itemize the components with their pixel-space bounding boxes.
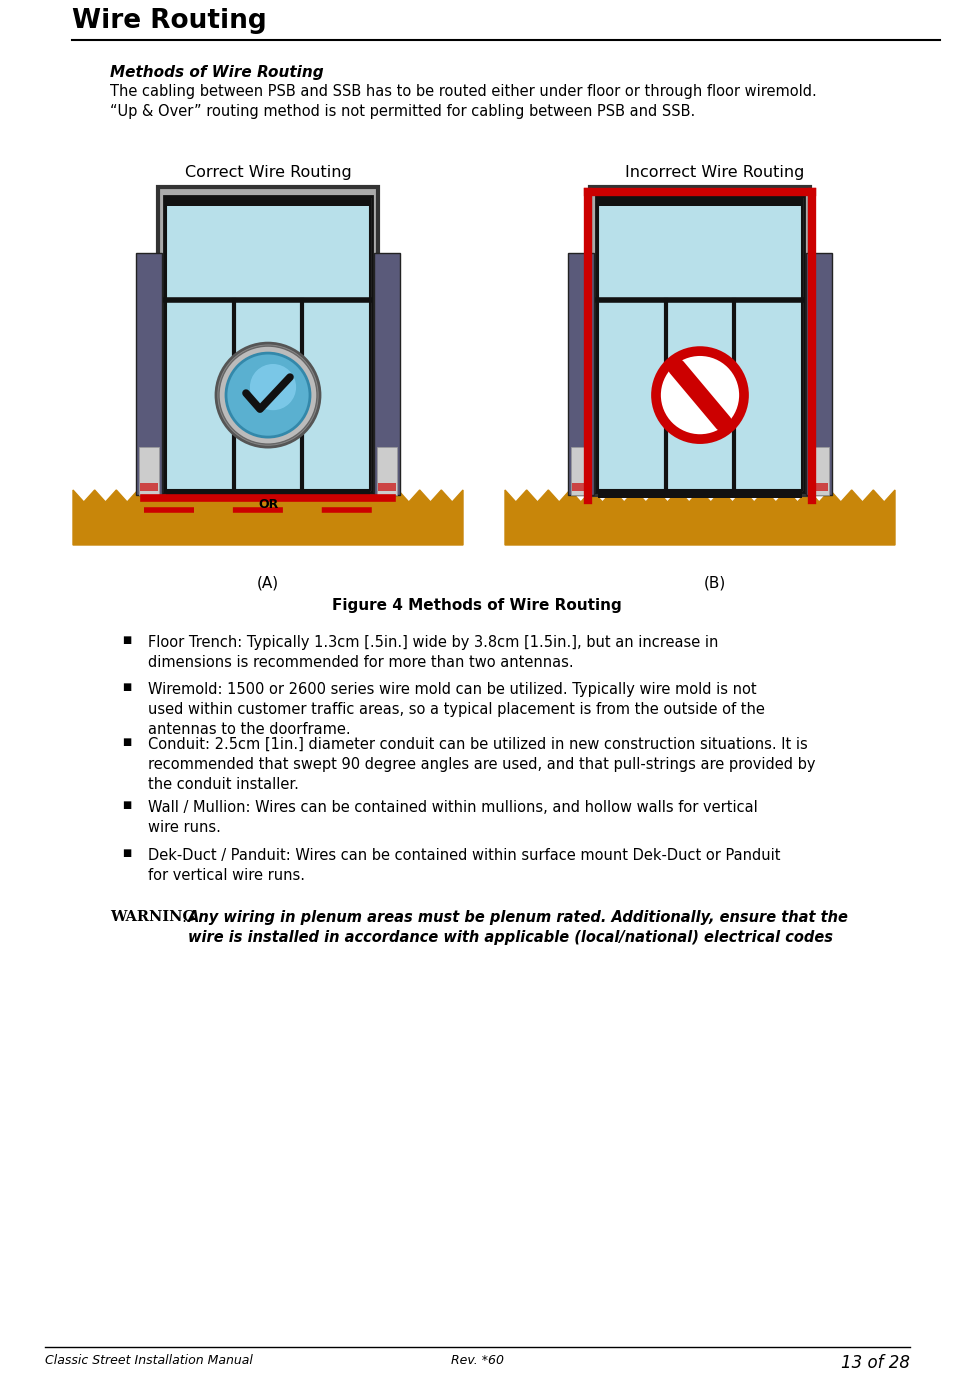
- Bar: [572, 483, 590, 492]
- Bar: [598, 197, 802, 300]
- Polygon shape: [73, 490, 463, 545]
- Polygon shape: [505, 490, 895, 545]
- Circle shape: [656, 351, 744, 439]
- Bar: [378, 483, 396, 492]
- Text: Any wiring in plenum areas must be plenum rated. Additionally, ensure that the
w: Any wiring in plenum areas must be plenu…: [188, 910, 849, 946]
- Bar: [598, 490, 802, 499]
- Bar: [598, 197, 802, 206]
- Bar: [806, 253, 832, 494]
- Text: WARNING: WARNING: [110, 910, 195, 924]
- Bar: [166, 490, 370, 499]
- Bar: [374, 253, 400, 494]
- Text: ■: ■: [122, 800, 131, 811]
- Bar: [809, 446, 829, 494]
- Text: Correct Wire Routing: Correct Wire Routing: [184, 164, 351, 180]
- Bar: [166, 300, 370, 490]
- Bar: [377, 446, 397, 494]
- Text: ■: ■: [122, 737, 131, 747]
- Text: Dek-Duct / Panduit: Wires can be contained within surface mount Dek-Duct or Pand: Dek-Duct / Panduit: Wires can be contain…: [148, 848, 780, 882]
- Text: The cabling between PSB and SSB has to be routed either under floor or through f: The cabling between PSB and SSB has to b…: [110, 84, 817, 119]
- Bar: [166, 197, 370, 206]
- Circle shape: [226, 354, 310, 438]
- Text: Wall / Mullion: Wires can be contained within mullions, and hollow walls for ver: Wall / Mullion: Wires can be contained w…: [148, 800, 757, 834]
- Bar: [568, 253, 594, 494]
- Text: (B): (B): [704, 574, 726, 590]
- Text: ■: ■: [122, 682, 131, 692]
- Bar: [596, 196, 804, 492]
- Bar: [136, 253, 162, 494]
- Text: (A): (A): [257, 574, 279, 590]
- Text: 13 of 28: 13 of 28: [841, 1353, 910, 1371]
- Text: ■: ■: [122, 848, 131, 858]
- Bar: [598, 300, 802, 490]
- Text: :: :: [182, 910, 192, 925]
- Text: Wiremold: 1500 or 2600 series wire mold can be utilized. Typically wire mold is : Wiremold: 1500 or 2600 series wire mold …: [148, 682, 765, 736]
- Bar: [164, 196, 372, 492]
- Text: Rev. *60: Rev. *60: [451, 1353, 503, 1367]
- Bar: [158, 186, 378, 494]
- Text: Floor Trench: Typically 1.3cm [.5in.] wide by 3.8cm [1.5in.], but an increase in: Floor Trench: Typically 1.3cm [.5in.] wi…: [148, 635, 718, 670]
- Text: Figure 4 Methods of Wire Routing: Figure 4 Methods of Wire Routing: [332, 598, 622, 613]
- Circle shape: [219, 347, 317, 445]
- Text: Classic Street Installation Manual: Classic Street Installation Manual: [45, 1353, 253, 1367]
- Text: Incorrect Wire Routing: Incorrect Wire Routing: [626, 164, 805, 180]
- Circle shape: [216, 342, 320, 447]
- Text: Wire Routing: Wire Routing: [72, 8, 266, 35]
- Text: ■: ■: [122, 635, 131, 645]
- Bar: [139, 446, 159, 494]
- Bar: [166, 197, 370, 300]
- Text: Conduit: 2.5cm [1in.] diameter conduit can be utilized in new construction situa: Conduit: 2.5cm [1in.] diameter conduit c…: [148, 737, 816, 791]
- Circle shape: [250, 365, 296, 410]
- Text: OR: OR: [258, 497, 278, 511]
- Bar: [810, 483, 828, 492]
- Text: Methods of Wire Routing: Methods of Wire Routing: [110, 65, 324, 80]
- Bar: [571, 446, 591, 494]
- Bar: [590, 186, 810, 494]
- Bar: [140, 483, 158, 492]
